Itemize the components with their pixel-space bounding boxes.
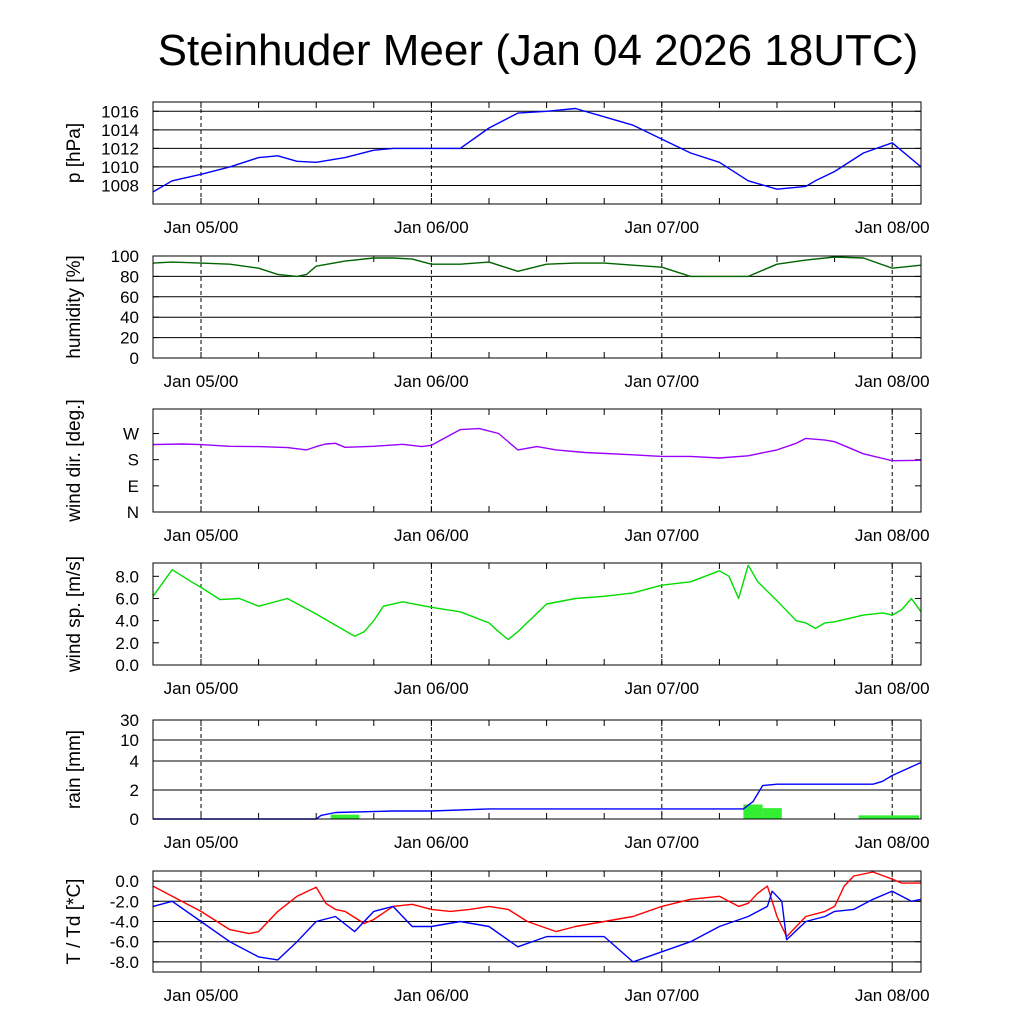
y-tick-label: 4.0 (115, 612, 139, 631)
plot-frame (152, 562, 922, 666)
y-tick-label: 0 (130, 810, 139, 829)
series-line-1 (152, 871, 921, 938)
y-tick-label: 1010 (101, 158, 139, 177)
series-line-1 (152, 107, 922, 193)
plot-frame (152, 719, 922, 820)
x-tick-label: Jan 08/00 (855, 526, 930, 545)
y-tick-label: E (128, 477, 139, 496)
y-tick-label: 1016 (101, 102, 139, 121)
y-tick-label: 10 (120, 731, 139, 750)
x-tick-label: Jan 07/00 (624, 526, 699, 545)
x-tick-label: Jan 08/00 (855, 679, 930, 698)
x-tick-label: Jan 07/00 (624, 679, 699, 698)
series-line-2 (152, 890, 922, 963)
y-tick-label: 0.0 (115, 872, 139, 891)
y-tick-label: N (127, 503, 139, 522)
rain-bar (762, 808, 782, 819)
y-axis-label: humidity [%] (64, 255, 85, 358)
rain-bar (330, 814, 360, 819)
plot-frame (152, 255, 922, 359)
x-tick-label: Jan 05/00 (164, 526, 239, 545)
y-axis-label: rain [mm] (64, 730, 85, 809)
x-tick-label: Jan 07/00 (624, 372, 699, 391)
y-tick-label: 60 (120, 288, 139, 307)
y-tick-label: 0 (130, 349, 139, 368)
panel-6: -8.0-6.0-4.0 -2.00.0 T / Td [*C] Jan 05/00 J… (64, 870, 930, 1005)
y-tick-label: 4 (130, 752, 139, 771)
y-tick-label: 6.0 (115, 589, 139, 608)
y-tick-label: -8.0 (110, 953, 139, 972)
x-tick-label: Jan 06/00 (394, 833, 469, 852)
x-tick-label: Jan 07/00 (624, 218, 699, 237)
x-tick-label: Jan 08/00 (855, 372, 930, 391)
x-tick-label: Jan 08/00 (855, 986, 930, 1005)
x-tick-label: Jan 06/00 (394, 218, 469, 237)
x-tick-label: Jan 08/00 (855, 833, 930, 852)
chart-title: Steinhuder Meer (Jan 04 2026 18UTC) (157, 26, 919, 75)
y-axis-label: wind sp. [m/s] (64, 556, 85, 673)
y-axis-label: T / Td [*C] (64, 879, 85, 965)
y-tick-label: 1014 (101, 121, 139, 140)
x-tick-label: Jan 06/00 (394, 679, 469, 698)
x-tick-label: Jan 05/00 (164, 679, 239, 698)
x-tick-label: Jan 06/00 (394, 372, 469, 391)
series-line-1 (153, 761, 922, 820)
series-line-1 (152, 564, 922, 641)
plot-frame (152, 101, 922, 205)
x-tick-label: Jan 05/00 (164, 372, 239, 391)
rain-bar (858, 815, 920, 819)
rain-bar (743, 804, 763, 819)
x-tick-label: Jan 07/00 (624, 833, 699, 852)
y-tick-label: 100 (111, 247, 139, 266)
x-tick-label: Jan 07/00 (624, 986, 699, 1005)
y-tick-label: -6.0 (110, 933, 139, 952)
series-line-1 (152, 427, 922, 462)
x-tick-label: Jan 06/00 (394, 986, 469, 1005)
plot-frame (152, 408, 922, 513)
x-tick-label: Jan 08/00 (855, 218, 930, 237)
x-tick-label: Jan 05/00 (164, 833, 239, 852)
y-tick-label: 1008 (101, 176, 139, 195)
x-tick-label: Jan 06/00 (394, 526, 469, 545)
y-tick-label: 80 (120, 267, 139, 286)
series-line-1 (152, 256, 922, 278)
x-tick-label: Jan 05/00 (164, 218, 239, 237)
plot-frame (152, 870, 922, 973)
x-tick-label: Jan 05/00 (164, 986, 239, 1005)
y-tick-label: 40 (120, 308, 139, 327)
y-tick-label: -2.0 (110, 892, 139, 911)
y-tick-label: 1012 (101, 139, 139, 158)
y-tick-label: 30 (120, 711, 139, 730)
y-tick-label: S (128, 451, 139, 470)
y-tick-label: 0.0 (115, 656, 139, 675)
y-tick-label: 20 (120, 329, 139, 348)
y-tick-label: 8.0 (115, 567, 139, 586)
y-tick-label: W (123, 425, 139, 444)
y-tick-label: -4.0 (110, 913, 139, 932)
panel-4: 0.0 2.0 4.0 6.0 8.0 wind sp. [m/s] Jan 05/00 Ja… (64, 556, 930, 698)
y-axis-label: wind dir. [deg.] (64, 399, 85, 523)
y-tick-label: 2.0 (115, 634, 139, 653)
y-tick-label: 2 (130, 781, 139, 800)
y-axis-label: p [hPa] (64, 123, 85, 183)
